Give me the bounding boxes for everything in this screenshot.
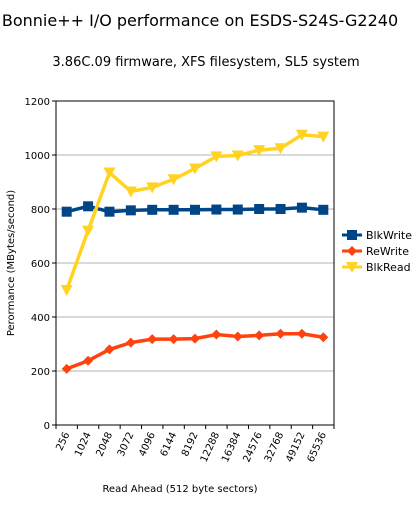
series-blkwrite	[61, 201, 329, 217]
data-point-blkwrite	[296, 202, 307, 213]
data-point-blkwrite	[232, 204, 243, 215]
data-point-rewrite	[168, 334, 179, 345]
data-point-blkwrite	[83, 201, 94, 212]
legend-label: BlkRead	[366, 261, 411, 274]
data-point-blkwrite	[168, 204, 179, 215]
data-point-rewrite	[296, 328, 307, 339]
data-point-blkread	[317, 131, 330, 143]
x-tick-label: 3072	[116, 431, 137, 459]
data-point-blkread	[295, 129, 308, 141]
grid-lines	[56, 100, 334, 426]
data-point-blkwrite	[318, 204, 329, 215]
data-point-blkread	[189, 163, 201, 175]
data-point-rewrite	[61, 363, 72, 374]
legend-item-blkwrite: BlkWrite	[342, 229, 412, 242]
y-tick-label: 600	[31, 259, 50, 270]
data-point-blkwrite	[211, 204, 222, 215]
x-tick-label: 16384	[220, 431, 243, 464]
series-layer	[60, 129, 330, 374]
chart-title: Bonnie++ I/O performance on ESDS-S24S-G2…	[2, 11, 398, 30]
y-axis-ticks: 0 200 400 600 800 1000 1200	[25, 97, 56, 432]
x-tick-label: 65536	[306, 431, 329, 464]
legend-item-rewrite: ReWrite	[342, 245, 409, 258]
data-point-rewrite	[254, 330, 265, 341]
x-tick-label: 256	[54, 431, 72, 453]
data-point-blkwrite	[275, 204, 286, 214]
data-point-blkread	[103, 167, 116, 179]
data-point-blkread	[253, 145, 266, 157]
y-tick-label: 800	[31, 205, 50, 216]
y-tick-label: 400	[31, 313, 50, 324]
legend-label: ReWrite	[366, 245, 409, 258]
x-tick-label: 8192	[180, 431, 201, 459]
legend-marker	[347, 246, 357, 256]
y-tick-label: 1200	[25, 97, 50, 108]
data-point-blkwrite	[147, 204, 158, 215]
legend-label: BlkWrite	[366, 229, 412, 242]
x-axis-label: Read Ahead (512 byte sectors)	[102, 484, 257, 495]
data-point-rewrite	[104, 344, 115, 355]
x-tick-label: 24576	[241, 431, 264, 464]
legend-marker	[347, 230, 357, 240]
legend-item-blkread: BlkRead	[342, 261, 411, 274]
chart-subtitle: 3.86C.09 firmware, XFS filesystem, SL5 s…	[52, 55, 359, 70]
legend: BlkWrite ReWrite BlkRead	[342, 229, 412, 274]
data-point-rewrite	[147, 334, 158, 345]
x-tick-label: 49152	[284, 431, 307, 464]
x-axis-ticks: 256 1024 2048 3072 4096 6144 81921228816384245…	[54, 425, 335, 464]
data-point-rewrite	[211, 329, 222, 340]
data-point-blkwrite	[104, 206, 115, 217]
x-tick-label: 12288	[199, 431, 222, 464]
data-point-blkread	[167, 174, 180, 186]
y-tick-label: 0	[44, 421, 50, 432]
data-point-blkread	[82, 225, 95, 237]
x-tick-label: 6144	[159, 431, 180, 459]
data-point-blkwrite	[190, 204, 200, 215]
data-point-blkread	[124, 186, 137, 198]
data-point-rewrite	[275, 328, 286, 339]
data-point-rewrite	[318, 332, 329, 343]
data-point-rewrite	[232, 331, 243, 342]
y-axis-label: Perormance (MBytes/second)	[6, 190, 17, 336]
x-tick-label: 1024	[73, 431, 94, 459]
y-tick-label: 200	[31, 367, 50, 378]
data-point-rewrite	[125, 337, 136, 348]
data-point-rewrite	[190, 333, 200, 344]
data-point-rewrite	[83, 355, 94, 366]
x-tick-label: 2048	[94, 431, 115, 459]
series-rewrite	[61, 328, 329, 374]
data-point-blkread	[146, 182, 159, 194]
y-tick-label: 1000	[25, 151, 50, 162]
series-blkread	[60, 129, 330, 296]
x-tick-label: 32768	[263, 431, 286, 464]
legend-marker	[346, 262, 358, 273]
data-point-blkread	[60, 285, 73, 296]
data-point-blkread	[231, 150, 244, 162]
data-point-blkwrite	[61, 206, 72, 217]
data-point-blkwrite	[254, 204, 265, 214]
data-point-blkwrite	[125, 205, 136, 216]
data-point-blkread	[210, 151, 223, 163]
data-point-blkread	[274, 143, 287, 155]
x-tick-label: 4096	[137, 431, 158, 459]
